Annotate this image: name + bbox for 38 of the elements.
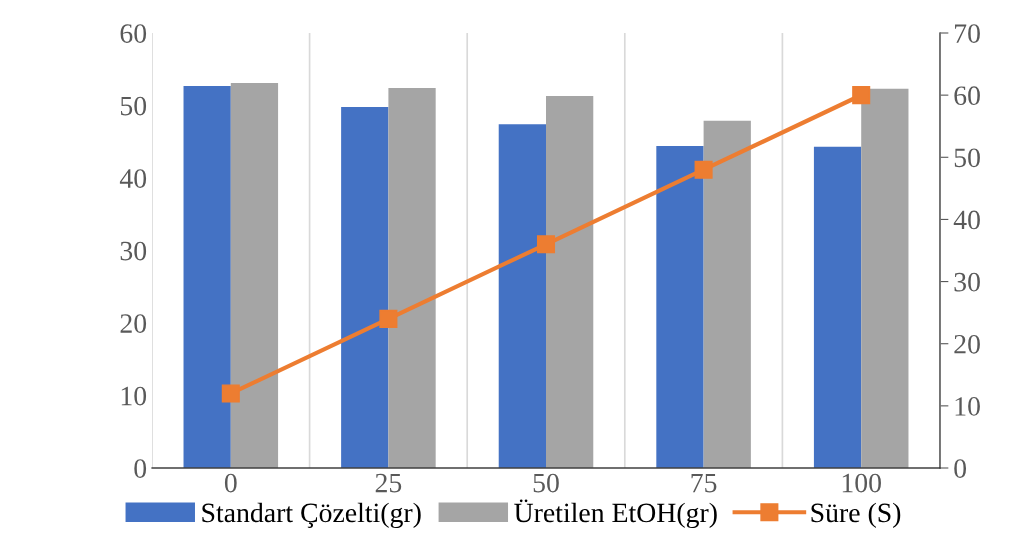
- bar: [813, 146, 862, 468]
- bar: [388, 88, 436, 468]
- x-tick-label: 25: [375, 473, 402, 493]
- point: [221, 384, 240, 403]
- x-tick-label: 100: [842, 473, 881, 493]
- y-tick-label: 20: [120, 314, 147, 333]
- legend-label: Standart Çözelti(gr): [202, 502, 421, 528]
- legend-label: Üretilen EtOH(gr): [514, 499, 717, 528]
- bar: [183, 85, 231, 468]
- point: [379, 309, 398, 328]
- bar: [546, 96, 594, 468]
- y2-tick-label: 70: [955, 24, 980, 43]
- x-tick-label: 50: [533, 473, 559, 493]
- y-tick-label: 0: [134, 459, 147, 478]
- y2-tick-label: 0: [954, 459, 967, 478]
- y-tick-label: 50: [120, 96, 147, 116]
- y2-tick-label: 50: [954, 148, 980, 168]
- bar: [656, 146, 704, 468]
- bar: [498, 124, 546, 468]
- y2-tick-label: 10: [955, 397, 980, 416]
- point: [694, 160, 713, 179]
- y-tick-label: 30: [120, 241, 147, 261]
- x-tick-label: 75: [691, 473, 717, 493]
- bar: [230, 83, 279, 468]
- bar: [861, 88, 909, 468]
- y-tick-label: 10: [121, 386, 147, 406]
- y2-tick-label: 30: [954, 272, 980, 292]
- x-tick-label: 0: [224, 473, 237, 493]
- bar: [341, 106, 389, 468]
- legend-label: Süre (S): [811, 502, 901, 528]
- y2-tick-label: 60: [954, 86, 980, 106]
- point: [536, 235, 556, 254]
- y2-tick-label: 40: [953, 210, 980, 230]
- point: [852, 86, 871, 105]
- y-tick-label: 40: [119, 169, 147, 188]
- bar: [703, 120, 751, 468]
- y2-tick-label: 20: [954, 334, 980, 354]
- y-tick-label: 60: [120, 24, 147, 43]
